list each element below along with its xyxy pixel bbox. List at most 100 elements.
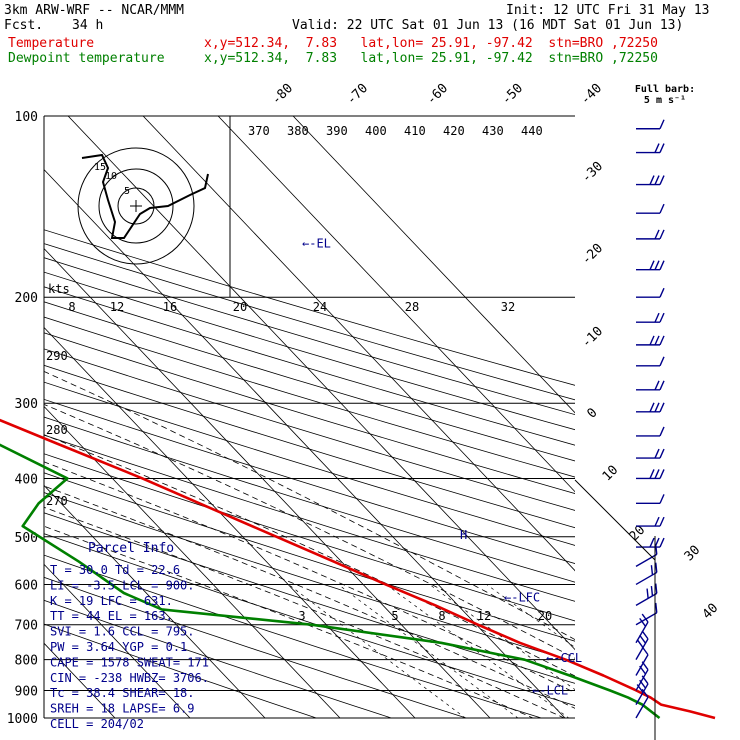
parcel-info-panel: Parcel Info T = 30.0 Td = 22.6LI = -3.5 L… [50,541,209,731]
dry-adiabat-line [44,492,575,663]
isotherm-tick-label: -60 [424,81,451,108]
dry-adiabat-line [44,332,575,494]
hodograph-trace [81,153,209,239]
wind-barb [635,583,658,606]
hodograph-ring [77,147,195,265]
isobar-lines [43,115,575,719]
isotherm-tick-label: -80 [269,81,296,108]
hodograph-ring [98,168,174,244]
valid-time: Valid: 22 UTC Sat 01 Jun 13 (16 MDT Sat … [292,18,684,33]
parcel-info-row: SVI = 1.6 CCL = 795. [50,625,195,639]
parcel-info-row: LI = -3.5 LCL = 900. [50,578,195,592]
el-marker: ←-EL [302,237,331,251]
wind-barb [635,613,649,644]
wind-barb [636,229,665,240]
wind-barb [635,562,658,586]
theta-tick-label: 430 [482,124,504,138]
wind-barb [635,688,649,719]
mixing-ratio-tick-label: 12 [110,300,124,314]
theta-tick-label: 440 [521,124,543,138]
pressure-tick-label: 100 [15,110,38,125]
wind-barb [636,335,665,346]
parcel-info-row: T = 30.0 Td = 22.6 [50,563,180,577]
lfc-marker: ←-LFC [504,591,540,605]
wind-barb [636,380,665,391]
dry-adiabat-line [44,416,575,583]
dry-adiabat-line [44,286,575,446]
temperature-legend: Temperature [8,36,95,51]
parcel-info-row: CELL = 204/02 [50,717,144,731]
wind-barb [636,494,665,505]
theta-tick-label: 410 [404,124,426,138]
theta-tick-label: 380 [287,124,309,138]
parcel-info-row: PW = 3.64 YGP = 0.1 [50,640,187,654]
moist-adiabat-line [44,461,575,694]
mixing-ratio-tick-label: 8 [68,300,75,314]
forecast-hour: 34 h [72,18,104,33]
theta-tick-label: 400 [365,124,387,138]
mixing-ratio-tick-label: 20 [233,300,247,314]
isotherm-line [44,563,191,718]
dry-adiabat-line [44,512,575,684]
ccl-marker: ←-CCL [546,651,582,665]
mixing-ratio-tick-label: 8 [438,609,445,623]
parcel-info-row: SREH = 18 LAPSE= 6.9 [50,702,195,716]
wind-barb [636,119,665,130]
dry-adiabat-line [44,533,575,706]
pressure-tick-label: 300 [15,397,38,412]
wind-barb [636,448,665,459]
hodograph-ring-label: 5 [124,186,130,197]
mixing-ratio-tick-label: 32 [501,300,515,314]
moist-adiabat-line [44,525,535,718]
theta-tick-label: 420 [443,124,465,138]
wind-barb [636,516,665,527]
init-time: Init: 12 UTC Fri 31 May 13 [506,3,710,18]
isotherm-tick-label: -10 [579,324,606,351]
sounding-series: ←-EL ←-LFC ←-CCL ←-LCL H [0,237,716,720]
forecast-label: Fcst. [4,18,44,33]
isotherm-tick-label: -70 [344,81,371,108]
mixing-ratio-line [429,584,575,691]
wind-barb [635,630,649,661]
wind-barb [636,402,665,413]
hodograph-ring [117,187,155,225]
mixing-ratio-tick-label: 28 [405,300,419,314]
parcel-info-row: Tc = 38.4 SHEAR= 18. [50,686,195,700]
barb-legend-line2: 5 m s⁻¹ [644,95,686,106]
dry-adiabat-line [44,229,575,386]
parcel-info-row: CAPE = 1578 SWEAT= 171 [50,655,209,669]
pressure-tick-label: 200 [15,291,38,306]
theta-tick-label: 290 [46,349,68,363]
dry-adiabat-line [44,453,575,622]
isotherm-line [292,116,575,414]
temperature-profile [0,418,716,720]
model-title: 3km ARW-WRF -- NCAR/MMM [4,3,185,18]
dry-adiabat-line [44,257,575,416]
dry-adiabat-line [44,301,575,462]
dry-adiabat-line [44,348,575,511]
wind-barb [636,175,665,186]
isotherm-tick-label: -50 [499,81,526,108]
wind-barb [636,426,665,437]
wind-barb [635,675,649,705]
pressure-tick-label: 500 [15,531,38,546]
pressure-tick-label: 900 [15,684,38,699]
wind-barb [636,356,665,367]
parcel-info-row: K = 19 LFC = 631. [50,594,173,608]
isotherm-line [44,484,266,718]
dry-adiabat-line [44,472,575,642]
theta-tick-label: 390 [326,124,348,138]
mixing-ratio-line [288,584,466,718]
mixing-ratio-tick-label: 24 [313,300,327,314]
dewpoint-profile [0,443,661,720]
wind-barb [636,143,665,154]
isotherm-tick-label: 10 [600,463,622,485]
dry-adiabat-line [44,576,468,718]
moist-adiabat-line [44,506,566,718]
wind-barbs: Full barb:5 m s⁻¹ [574,84,695,740]
isotherm-tick-label: -20 [579,241,606,268]
pressure-tick-label: 400 [15,472,38,487]
moist-adiabat-line [44,403,575,659]
